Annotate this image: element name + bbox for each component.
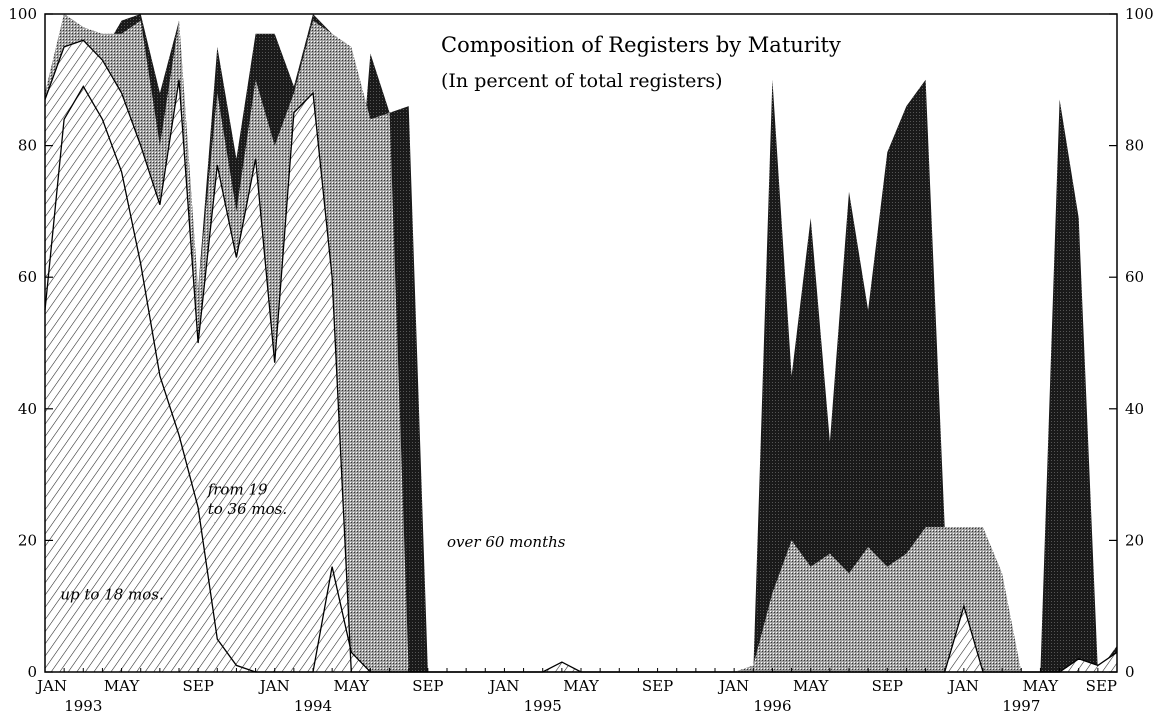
x-tick-label: JAN [35,677,67,695]
x-tick-label: JAN [717,677,749,695]
y-tick-label-right: 80 [1125,137,1144,155]
x-tick-label: SEP [412,677,443,695]
x-tick-label: SEP [1086,677,1117,695]
x-tick-label: SEP [182,677,213,695]
y-tick-label-left: 100 [8,5,37,23]
annotation-label-3: over 60 months [447,533,566,551]
y-axis-right: 0 20 40 60 80 100 [1109,5,1154,681]
y-tick-label-left: 80 [18,137,37,155]
y-tick-label-right: 60 [1125,268,1144,286]
x-year-label: 1997 [1002,697,1040,715]
y-tick-label-left: 40 [18,400,37,418]
x-tick-label: MAY [1023,677,1060,695]
x-tick-label: MAY [334,677,371,695]
y-tick-label-right: 20 [1125,531,1144,549]
x-year-label: 1996 [753,697,791,715]
chart-title: Composition of Registers by Maturity [441,33,841,57]
chart-subtitle: (In percent of total registers) [441,70,723,92]
series-area-0 [45,86,1117,672]
y-tick-label-left: 0 [27,663,37,681]
x-tick-label: MAY [793,677,830,695]
x-tick-label: MAY [563,677,600,695]
x-tick-label: SEP [872,677,903,695]
series-area-1 [45,40,1117,673]
x-tick-label: JAN [947,677,979,695]
x-tick-label: SEP [642,677,673,695]
series-annotations: up to 18 mos. from 19 to 36 mos. over 60 mo… [60,480,565,603]
x-tick-label: MAY [104,677,141,695]
x-axis: JAN MAY SEP JAN MAY SEP JAN MAY SEP JAN MAY SEP JAN M… [35,668,1118,695]
y-tick-label-left: 20 [18,531,37,549]
annotation-label-1: from 19 [207,480,268,498]
x-axis-years: 1993 1994 1995 1996 1997 [64,697,1040,715]
x-year-label: 1995 [524,697,562,715]
y-axis-left: 0 20 40 60 80 100 [8,5,53,681]
annotation-label-2: to 36 mos. [208,500,287,518]
x-year-label: 1994 [294,697,332,715]
y-tick-label-right: 40 [1125,400,1144,418]
annotation-label-0: up to 18 mos. [60,586,163,604]
x-tick-label: JAN [487,677,519,695]
y-tick-label-right: 0 [1125,663,1135,681]
y-tick-label-right: 100 [1125,5,1154,23]
x-tick-label: JAN [258,677,290,695]
x-year-label: 1993 [64,697,102,715]
y-tick-label-left: 60 [18,268,37,286]
plot-area [44,14,1118,673]
